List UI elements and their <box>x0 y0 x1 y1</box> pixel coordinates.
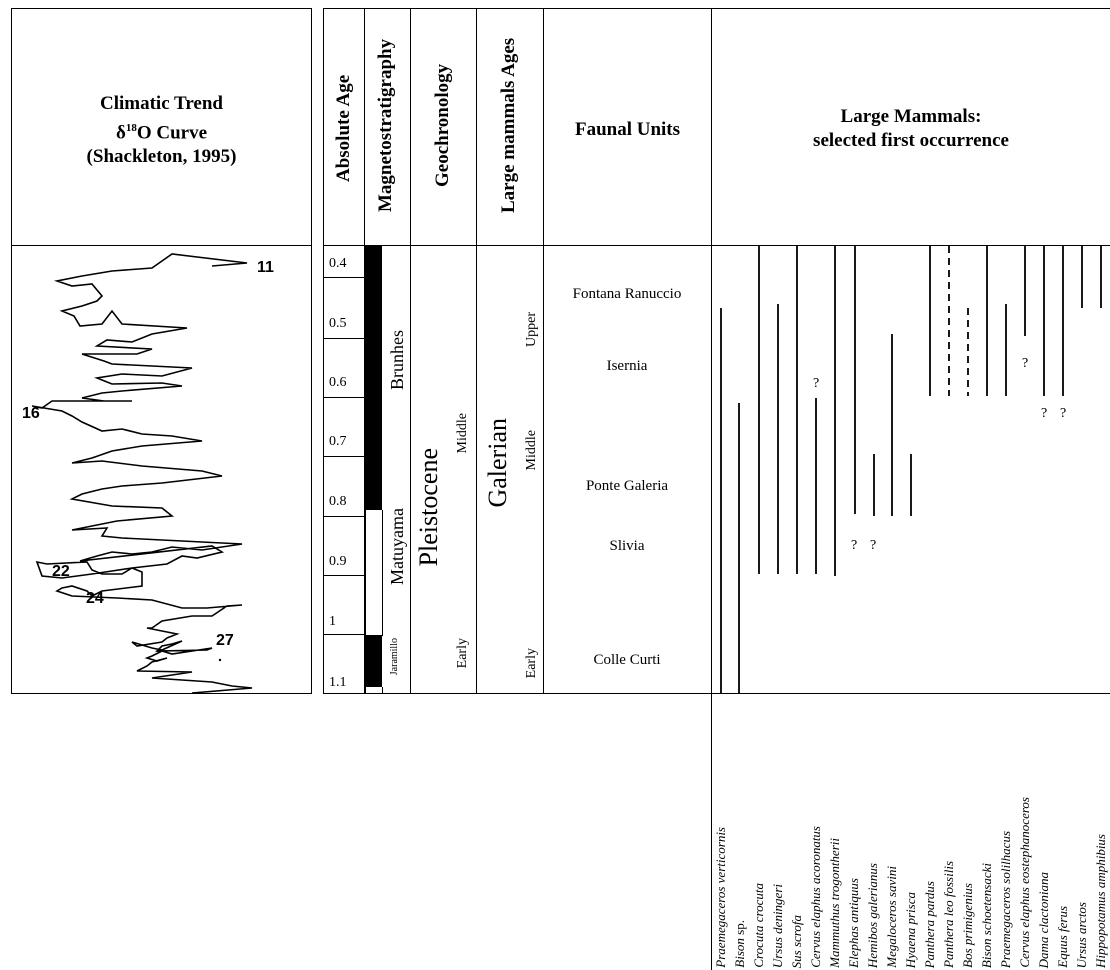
species-label: Praemegaceros solilhacus <box>998 830 1013 968</box>
species-label: Panthera leo fossilis <box>941 861 956 968</box>
polarity-bar-bottom <box>365 687 383 693</box>
lma-middle-label: Middle <box>524 430 539 471</box>
matuyama-label: Matuyama <box>387 508 407 585</box>
climate-title: Climatic Trend <box>100 93 223 114</box>
species-label: Hemibos galerianus <box>865 862 880 968</box>
species-label: Megaloceros savini <box>884 866 899 968</box>
species-label: Ursus deningeri <box>770 883 785 968</box>
species-label: Bison sp. <box>732 920 747 968</box>
magnetostratigraphy-header: Magnetostratigraphy <box>375 38 396 212</box>
age-0.5: 0.5 <box>329 316 347 331</box>
stage-22: 22 <box>52 563 70 580</box>
age-0.8: 0.8 <box>329 494 347 509</box>
faunal-unit-colle-curti: Colle Curti <box>593 652 661 668</box>
faunal-unit-ponte-galeria: Ponte Galeria <box>585 478 669 494</box>
species-label: Cervus elaphus acoronatus <box>808 826 823 968</box>
question-mark: ? <box>1041 406 1048 421</box>
large-mammals-header: Large Mammals: selected first occurrence <box>813 106 1009 151</box>
species-label: Equus ferus <box>1055 906 1070 968</box>
stage-11: 11 <box>257 259 274 276</box>
curve-title: δ18O Curve <box>115 122 208 144</box>
species-label: Elephas antiquus <box>846 878 861 968</box>
lma-early-label: Early <box>524 648 539 679</box>
question-mark: ? <box>1060 406 1067 421</box>
faunal-unit-slivia: Slivia <box>609 538 645 554</box>
species-label: Hyaena prisca <box>903 891 918 968</box>
species-label: Mammuthus trogontherii <box>827 838 842 968</box>
galerian-label: Galerian <box>483 418 512 508</box>
geochron-early-label: Early <box>455 638 470 669</box>
jaramillo-label: Jaramillo <box>389 638 400 676</box>
absolute-age-header: Absolute Age <box>333 74 354 182</box>
species-label: Bison schoetensacki <box>979 862 994 968</box>
curve-source: (Shackleton, 1995) <box>86 146 237 168</box>
geochronology-header: Geochronology <box>432 63 453 187</box>
climate-header: Climatic Trend δ18O Curve (Shackleton, 1… <box>12 92 311 169</box>
age-1: 1 <box>329 614 336 629</box>
species-label: Dama clactoniana <box>1036 871 1051 968</box>
pleistocene-label: Pleistocene <box>414 448 443 567</box>
faunal-units-header: Faunal Units <box>574 119 681 140</box>
question-mark: ? <box>1022 356 1029 371</box>
age-0.4: 0.4 <box>329 256 347 271</box>
lma-upper-label: Upper <box>524 312 539 347</box>
species-label: Ursus arctos <box>1074 901 1089 968</box>
stage-24: 24 <box>86 590 104 607</box>
polarity-bar-reversed <box>365 510 383 636</box>
species-label: Panthera pardus <box>922 880 937 968</box>
geochron-middle-label: Middle <box>455 413 470 454</box>
faunal-unit-isernia: Isernia <box>606 358 648 374</box>
curve-dot <box>218 658 222 662</box>
species-label: Sus scrofa <box>789 914 804 968</box>
species-label: Hippopotamus amphibius <box>1093 834 1108 968</box>
occurrence-ranges <box>720 246 1102 693</box>
question-mark: ? <box>813 376 820 391</box>
age-1.1: 1.1 <box>329 675 347 690</box>
species-label: Bos primigenius <box>960 883 975 968</box>
species-label: Cervus elaphus eostephanoceros <box>1017 797 1032 968</box>
species-label: Crocuta crocuta <box>751 883 766 968</box>
stage-16: 16 <box>22 405 40 422</box>
polarity-bar-jaramillo <box>365 635 382 687</box>
species-label: Praemegaceros verticornis <box>713 827 728 968</box>
faunal-unit-fontana-ranuccio: Fontana Ranuccio <box>572 286 682 302</box>
polarity-bar-normal <box>365 246 382 510</box>
large-mammal-ages-header: Large mammals Ages <box>498 37 519 213</box>
delta-o18-curve: 11 16 22 24 27 <box>22 253 274 693</box>
age-0.6: 0.6 <box>329 375 347 390</box>
question-mark: ? <box>870 538 877 553</box>
age-0.7: 0.7 <box>329 434 347 449</box>
stage-27: 27 <box>216 632 234 649</box>
brunhes-label: Brunhes <box>387 330 407 390</box>
question-mark: ? <box>851 538 858 553</box>
age-0.9: 0.9 <box>329 554 347 569</box>
